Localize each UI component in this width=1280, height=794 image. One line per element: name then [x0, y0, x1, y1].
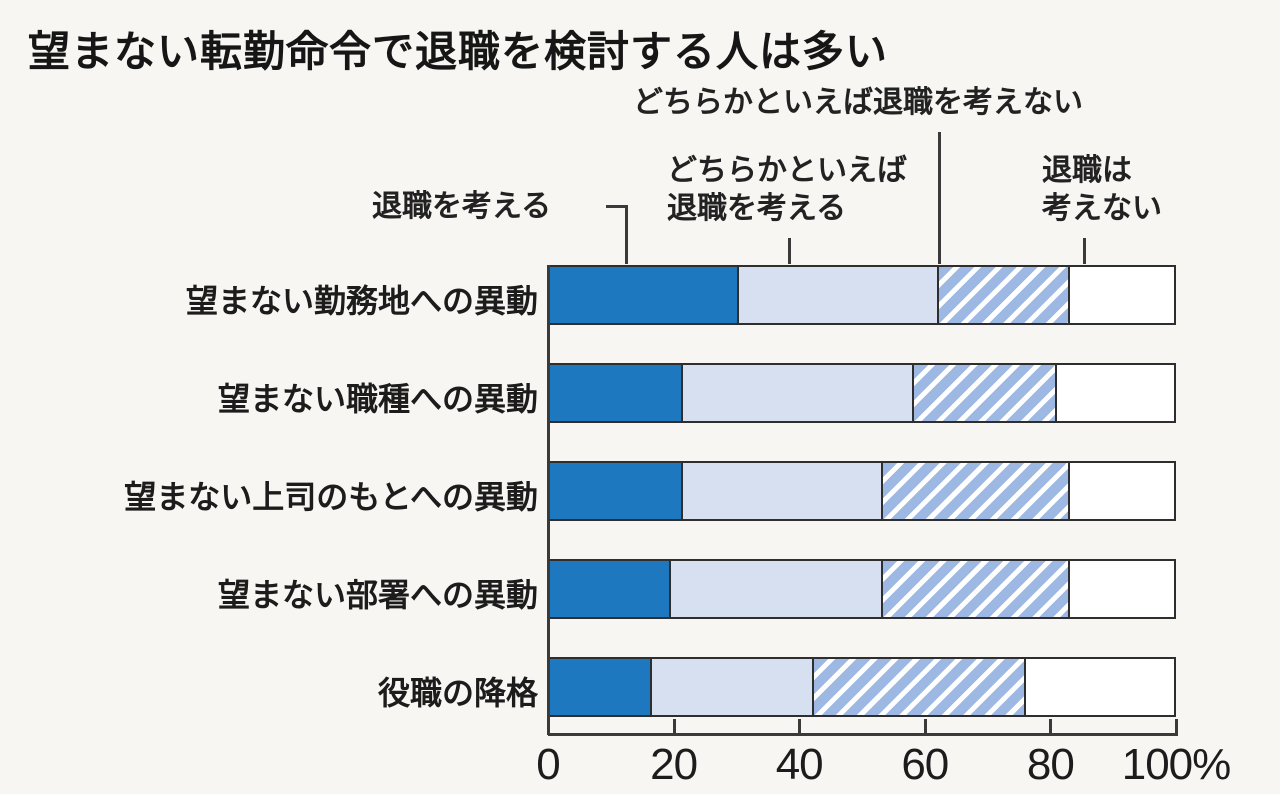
bar-segment [911, 365, 1056, 421]
x-axis-tick-label: 100% [1121, 740, 1232, 789]
x-axis-tick [1175, 719, 1178, 733]
x-axis-tick [672, 719, 676, 733]
chart-title: 望まない転勤命令で退職を検討する人は多い [28, 28, 889, 75]
category-label: 望まない上司のもとへの異動 [124, 479, 538, 515]
bar-segment [880, 561, 1068, 617]
category-label: 望まない部署への異動 [217, 577, 538, 613]
bar-row [548, 657, 1176, 717]
x-axis-line [548, 733, 1178, 736]
legend-label-not-consider: 退職は 考えない [1042, 154, 1162, 225]
leader-line-somewhat-not-consider [938, 132, 941, 264]
leader-line-somewhat-consider [788, 238, 791, 264]
bar-segment [550, 365, 682, 421]
bar-segment [550, 561, 669, 617]
bar-segment [1055, 365, 1174, 421]
x-axis-tick-label: 60 [901, 740, 949, 789]
bar-segment [550, 267, 738, 323]
bar-segment [880, 463, 1068, 519]
x-axis-tick-label: 40 [775, 740, 824, 789]
x-axis-tick-label: 20 [650, 740, 698, 789]
category-label: 望まない勤務地への異動 [185, 283, 538, 319]
bar-segment [936, 267, 1068, 323]
bar-segment [1067, 561, 1174, 617]
bar-segment [668, 561, 881, 617]
bar-segment [1024, 659, 1174, 715]
bar-row [548, 559, 1176, 619]
bar-segment [681, 365, 912, 421]
x-axis-tick-label: 80 [1026, 740, 1075, 789]
bar-row [548, 363, 1176, 423]
x-axis-tick [798, 719, 802, 733]
legend-label-consider: 退職を考える [372, 190, 552, 223]
y-axis-baseline [547, 265, 550, 735]
legend-label-somewhat-not-consider: どちらかといえば退職を考えない [633, 86, 1083, 119]
leader-line-not-consider [1083, 238, 1086, 264]
bar-segment [1067, 463, 1174, 519]
bar-row [548, 461, 1176, 521]
category-label: 望まない職種への異動 [217, 381, 538, 417]
bar-row [548, 265, 1176, 325]
category-label: 役職の降格 [377, 675, 538, 711]
x-axis-tick-label: 0 [536, 740, 561, 789]
legend-label-somewhat-consider: どちらかといえば 退職を考える [667, 154, 907, 225]
x-axis-tick [923, 719, 927, 733]
leader-line-consider-elbow [606, 205, 628, 264]
x-axis-tick [1049, 719, 1053, 733]
bar-segment [649, 659, 813, 715]
bar-segment [550, 463, 682, 519]
bar-segment [737, 267, 937, 323]
bar-segment [812, 659, 1025, 715]
bar-segment [681, 463, 881, 519]
bar-segment [550, 659, 650, 715]
bar-segment [1067, 267, 1174, 323]
